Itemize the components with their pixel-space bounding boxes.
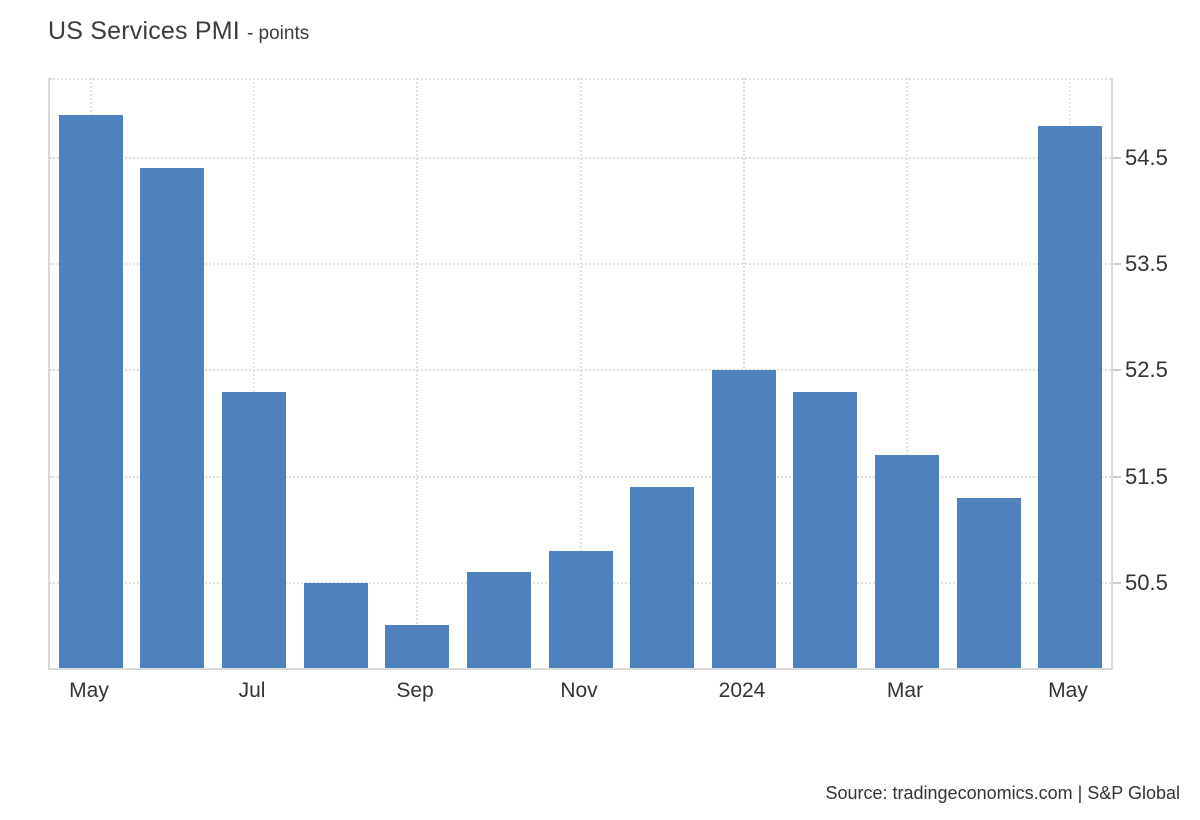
v-gridline bbox=[580, 78, 582, 668]
x-tick-label: Jul bbox=[238, 679, 266, 702]
y-tick-mark bbox=[1113, 157, 1121, 159]
bar[interactable] bbox=[466, 572, 531, 668]
bar[interactable] bbox=[303, 582, 368, 668]
bar[interactable] bbox=[548, 551, 613, 668]
y-tick-mark bbox=[1113, 369, 1121, 371]
bar[interactable] bbox=[58, 115, 123, 668]
y-tick-label: 50.5 bbox=[1125, 570, 1168, 595]
x-axis: May Jul Sep Nov 2024 Mar May bbox=[48, 679, 1113, 711]
plot-area bbox=[48, 78, 1113, 670]
x-tick-label: 2024 bbox=[718, 679, 766, 702]
y-tick-mark bbox=[1113, 263, 1121, 265]
chart-title-units: - points bbox=[246, 23, 310, 44]
x-tick-label: Mar bbox=[886, 679, 924, 702]
x-tick-label: May bbox=[69, 679, 109, 702]
y-axis: 50.5 51.5 52.5 53.5 54.5 bbox=[1113, 78, 1200, 670]
bar[interactable] bbox=[140, 168, 205, 668]
y-tick-label: 53.5 bbox=[1125, 251, 1168, 276]
y-tick-label: 54.5 bbox=[1125, 145, 1168, 170]
x-tick-label: Nov bbox=[560, 679, 598, 702]
v-gridline bbox=[253, 78, 255, 668]
bar[interactable] bbox=[956, 497, 1021, 668]
bar[interactable] bbox=[874, 455, 939, 668]
v-gridline bbox=[416, 78, 418, 668]
bar[interactable] bbox=[793, 391, 858, 668]
source-attribution: Source: tradingeconomics.com | S&P Globa… bbox=[825, 783, 1180, 803]
bar[interactable] bbox=[1038, 125, 1103, 668]
y-tick-mark bbox=[1113, 476, 1121, 478]
bar[interactable] bbox=[630, 487, 695, 668]
chart-title: US Services PMI bbox=[48, 17, 240, 45]
bar[interactable] bbox=[711, 370, 776, 668]
v-gridline bbox=[906, 78, 908, 668]
bar[interactable] bbox=[222, 391, 287, 668]
bar[interactable] bbox=[385, 625, 450, 668]
chart-title-row: US Services PMI - points bbox=[48, 17, 309, 46]
y-tick-mark bbox=[1113, 582, 1121, 584]
bars-layer bbox=[50, 78, 1111, 668]
plot-top-border bbox=[50, 78, 1111, 80]
y-tick-label: 52.5 bbox=[1125, 357, 1168, 382]
x-tick-label: May bbox=[1048, 679, 1088, 702]
x-tick-label: Sep bbox=[396, 679, 434, 702]
y-tick-label: 51.5 bbox=[1125, 464, 1168, 489]
